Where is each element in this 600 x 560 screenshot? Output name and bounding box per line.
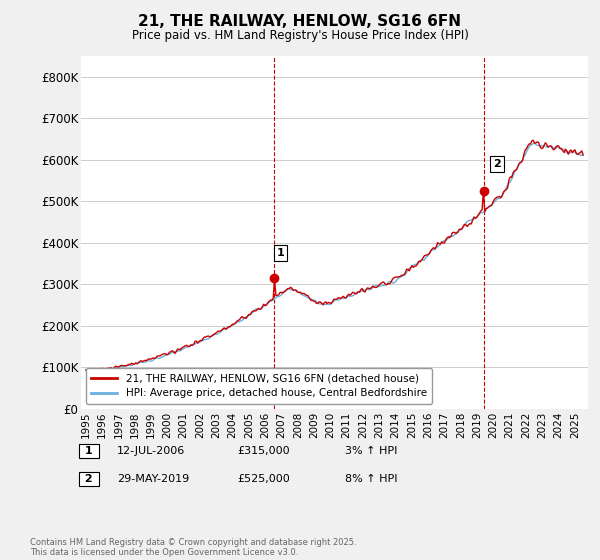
- Text: 1: 1: [277, 248, 284, 258]
- Text: 8% ↑ HPI: 8% ↑ HPI: [345, 474, 398, 484]
- Text: 29-MAY-2019: 29-MAY-2019: [117, 474, 189, 484]
- Text: Price paid vs. HM Land Registry's House Price Index (HPI): Price paid vs. HM Land Registry's House …: [131, 29, 469, 42]
- Text: Contains HM Land Registry data © Crown copyright and database right 2025.
This d: Contains HM Land Registry data © Crown c…: [30, 538, 356, 557]
- Text: 21, THE RAILWAY, HENLOW, SG16 6FN: 21, THE RAILWAY, HENLOW, SG16 6FN: [139, 14, 461, 29]
- Text: 2: 2: [493, 159, 501, 169]
- Text: £315,000: £315,000: [237, 446, 290, 456]
- Text: £525,000: £525,000: [237, 474, 290, 484]
- Text: 1: 1: [81, 446, 97, 456]
- Text: 12-JUL-2006: 12-JUL-2006: [117, 446, 185, 456]
- Legend: 21, THE RAILWAY, HENLOW, SG16 6FN (detached house), HPI: Average price, detached: 21, THE RAILWAY, HENLOW, SG16 6FN (detac…: [86, 368, 432, 404]
- Text: 3% ↑ HPI: 3% ↑ HPI: [345, 446, 397, 456]
- Text: 2: 2: [81, 474, 97, 484]
